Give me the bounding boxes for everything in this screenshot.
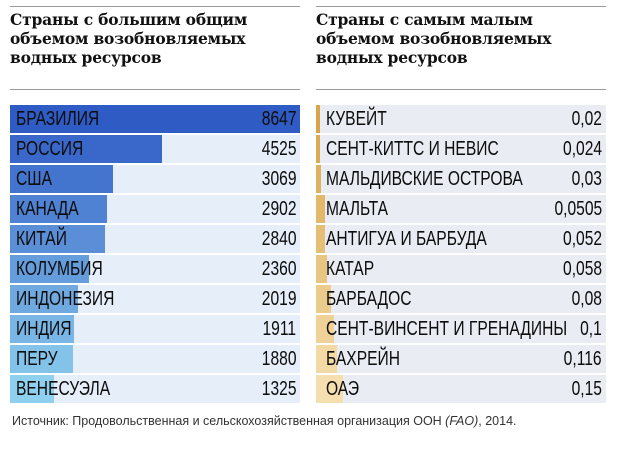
bar-row: КАТАР 0,058 [316, 255, 606, 283]
value-label: 2360 [261, 258, 296, 280]
bar [316, 315, 335, 343]
bar-row: РОССИЯ 4525 [10, 135, 300, 163]
bar [10, 285, 78, 313]
category-label: МАЛЬДИВСКИЕ ОСТРОВА [326, 168, 523, 190]
value-label: 0,052 [562, 228, 602, 250]
bar-chart-largest: БРАЗИЛИЯ 8647 РОССИЯ 4525 США 3069 КАНАДА 2902 К… [10, 105, 300, 403]
value-label: 8647 [261, 108, 296, 130]
bar-row: КАНАДА 2902 [10, 195, 300, 223]
title-divider [10, 89, 300, 90]
category-label: СЕНТ-КИТТС И НЕВИС [326, 138, 499, 160]
bar-row: СЕНТ-ВИНСЕНТ И ГРЕНАДИНЫ 0,1 [316, 315, 606, 343]
value-label: 0,116 [564, 348, 602, 370]
value-label: 1880 [261, 348, 296, 370]
bar-row: КИТАЙ 2840 [10, 225, 300, 253]
value-label: 2840 [261, 228, 296, 250]
category-label: КУВЕЙТ [326, 108, 387, 130]
category-label: ИНДИЯ [16, 318, 72, 340]
value-label: 2019 [261, 288, 296, 310]
category-label: КАТАР [326, 258, 375, 280]
value-label: 0,02 [571, 108, 602, 130]
bar-row: БАРБАДОС 0,08 [316, 285, 606, 313]
bar [316, 165, 322, 193]
bar [10, 255, 90, 283]
bar-row: БАХРЕЙН 0,116 [316, 345, 606, 373]
value-label: 0,058 [562, 258, 602, 280]
value-label: 3069 [261, 168, 296, 190]
bar-row: МАЛЬТА 0,0505 [316, 195, 606, 223]
bar [316, 285, 331, 313]
bar-row: ИНДИЯ 1911 [10, 315, 300, 343]
bar [316, 225, 326, 253]
bar [10, 345, 74, 373]
bar-row: ИНДОНЕЗИЯ 2019 [10, 285, 300, 313]
bar [316, 255, 327, 283]
source-prefix: Источник: Продовольственная и сельскохоз… [12, 414, 446, 428]
bar-row: ПЕРУ 1880 [10, 345, 300, 373]
category-label: БАРБАДОС [326, 288, 412, 310]
bar-row: МАЛЬДИВСКИЕ ОСТРОВА 0,03 [316, 165, 606, 193]
value-label: 2902 [261, 198, 296, 220]
value-label: 0,024 [562, 138, 602, 160]
bar [10, 375, 55, 403]
category-label: АНТИГУА И БАРБУДА [326, 228, 487, 250]
chart-title: Страны с большим общим объемом возобновл… [10, 10, 248, 67]
top-divider [10, 6, 300, 7]
bar [10, 315, 75, 343]
bar [316, 105, 320, 133]
source-org: (FAO) [445, 414, 479, 428]
bar-row: ВЕНЕСУЭЛА 1325 [10, 375, 300, 403]
bar [10, 195, 108, 223]
bar-row: США 3069 [10, 165, 300, 193]
category-label: РОССИЯ [16, 138, 84, 160]
bar [316, 195, 326, 223]
value-label: 1325 [261, 378, 296, 400]
category-label: СЕНТ-ВИНСЕНТ И ГРЕНАДИНЫ [326, 318, 568, 340]
bar [10, 225, 106, 253]
category-label: ИНДОНЕЗИЯ [16, 288, 115, 310]
value-label: 1911 [262, 318, 296, 340]
value-label: 0,08 [571, 288, 602, 310]
category-label: БАХРЕЙН [326, 348, 401, 370]
bar-row: ОАЭ 0,15 [316, 375, 606, 403]
category-label: КОЛУМБИЯ [16, 258, 103, 280]
bar-chart-smallest: КУВЕЙТ 0,02 СЕНТ-КИТТС И НЕВИС 0,024 МАЛЬДИВ… [316, 105, 606, 403]
bar-row: КУВЕЙТ 0,02 [316, 105, 606, 133]
category-label: ВЕНЕСУЭЛА [16, 378, 111, 400]
value-label: 0,03 [571, 168, 602, 190]
category-label: ОАЭ [326, 378, 360, 400]
bar [316, 345, 338, 373]
category-label: БРАЗИЛИЯ [16, 108, 100, 130]
chart-title: Страны с самым малым объемом возобновляе… [316, 10, 552, 67]
value-label: 0,1 [580, 318, 602, 340]
bar [10, 105, 300, 133]
bar [10, 135, 162, 163]
source-note: Источник: Продовольственная и сельскохоз… [12, 414, 517, 428]
value-label: 0,0505 [554, 198, 602, 220]
bar-row: БРАЗИЛИЯ 8647 [10, 105, 300, 133]
category-label: КИТАЙ [16, 228, 67, 250]
category-label: МАЛЬТА [326, 198, 389, 220]
bar-row: СЕНТ-КИТТС И НЕВИС 0,024 [316, 135, 606, 163]
value-label: 0,15 [571, 378, 602, 400]
bar-row: КОЛУМБИЯ 2360 [10, 255, 300, 283]
chart-right-panel: Страны с самым малым объемом возобновляе… [316, 0, 606, 405]
source-suffix: , 2014. [478, 414, 517, 428]
bar [316, 135, 321, 163]
bar-row: АНТИГУА И БАРБУДА 0,052 [316, 225, 606, 253]
bar [316, 375, 344, 403]
category-label: КАНАДА [16, 198, 79, 220]
value-label: 4525 [261, 138, 296, 160]
chart-left-panel: Страны с большим общим объемом возобновл… [10, 0, 300, 405]
bar [10, 165, 113, 193]
title-divider [316, 89, 606, 90]
category-label: ПЕРУ [16, 348, 58, 370]
top-divider [316, 6, 606, 7]
category-label: США [16, 168, 52, 190]
